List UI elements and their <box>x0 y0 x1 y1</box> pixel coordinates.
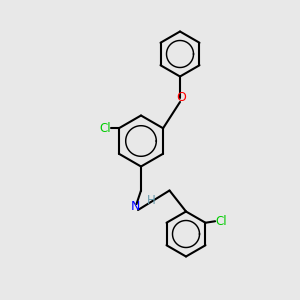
Text: Cl: Cl <box>100 122 111 135</box>
Text: Cl: Cl <box>215 215 227 228</box>
Text: N: N <box>130 200 140 214</box>
Text: O: O <box>177 91 186 104</box>
Text: H: H <box>147 194 156 208</box>
